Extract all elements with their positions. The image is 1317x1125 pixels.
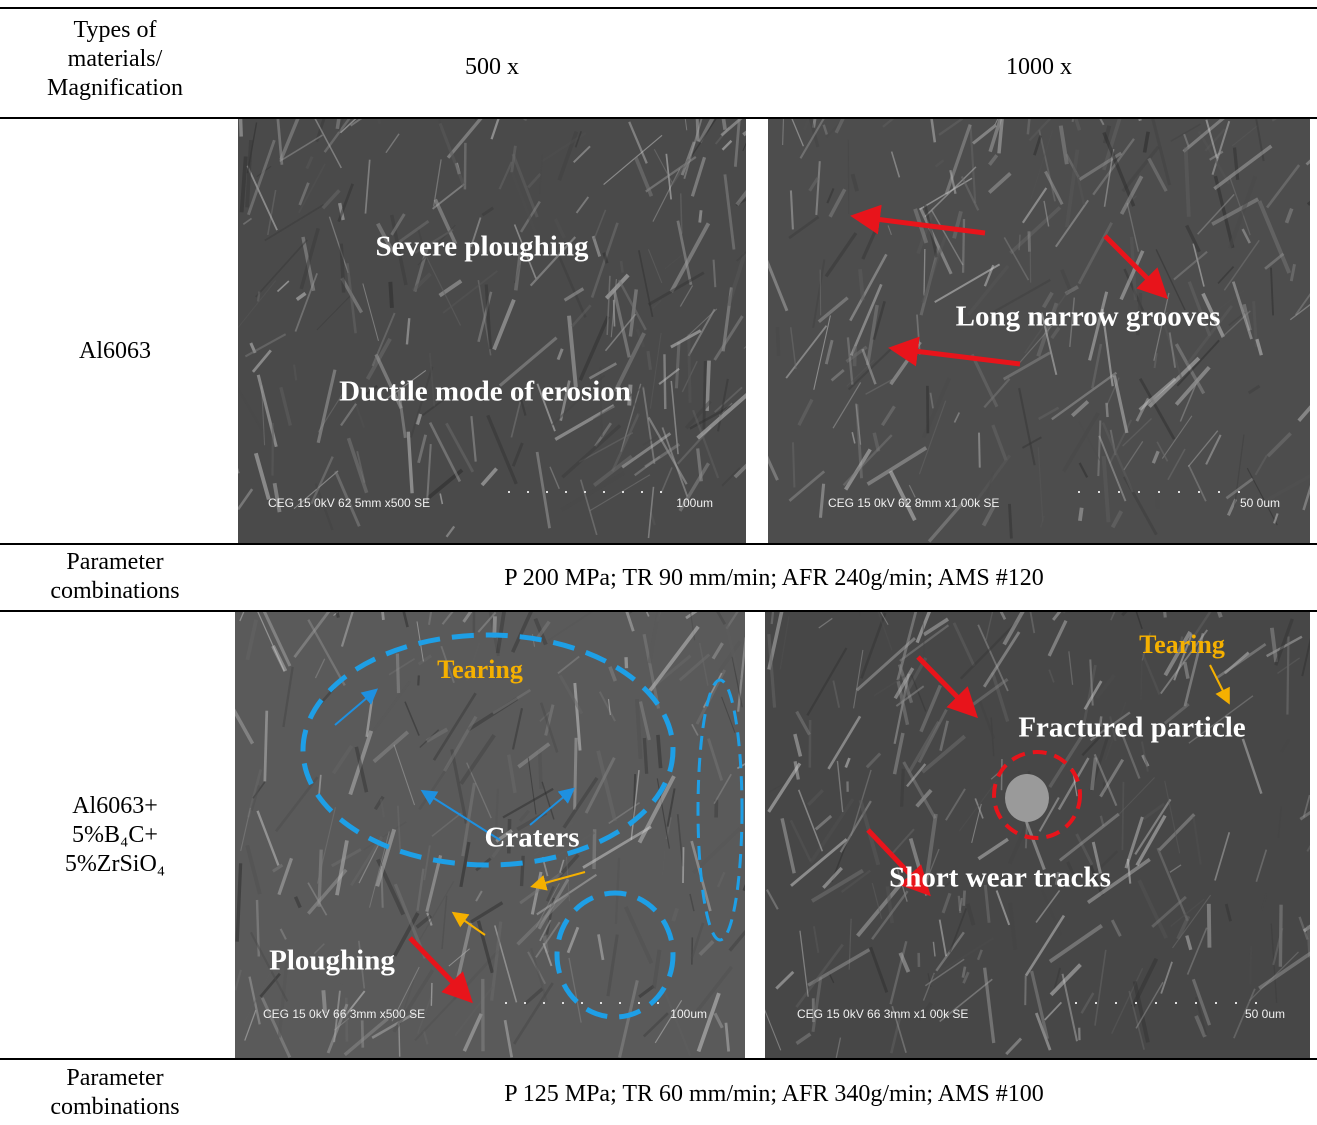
texture <box>540 750 541 789</box>
parameter-label: Parameter <box>0 1064 230 1093</box>
parameter-text: P 200 MPa; TR 90 mm/min; AFR 240g/min; A… <box>238 564 1310 593</box>
header-text: 500 x <box>238 53 746 82</box>
texture <box>664 354 665 409</box>
header-text: 1000 x <box>768 53 1310 82</box>
texture <box>1019 235 1020 251</box>
image-caption: CEG 15 0kV 66 3mm x1 00k SE <box>797 1007 968 1021</box>
scale-label: 50 0um <box>1245 1007 1285 1021</box>
table-page: Types of materials/ Magnification 500 x … <box>0 0 1317 1125</box>
texture <box>1122 782 1123 850</box>
header-text: Magnification <box>0 74 230 103</box>
texture <box>382 612 383 620</box>
texture <box>341 244 343 293</box>
texture <box>431 983 432 1006</box>
annotation: Craters <box>484 822 579 854</box>
texture <box>1250 946 1251 985</box>
annotation: Ploughing <box>269 945 395 977</box>
texture <box>575 738 576 810</box>
annotation: Severe ploughing <box>376 231 589 263</box>
texture <box>1030 233 1031 282</box>
material-text: 5%B₄C+ <box>0 821 230 850</box>
rule <box>0 543 1317 545</box>
texture <box>959 896 961 913</box>
texture <box>1209 904 1210 948</box>
texture <box>621 261 623 273</box>
image-caption: CEG 15 0kV 62 8mm x1 00k SE <box>828 496 999 510</box>
texture <box>594 829 595 869</box>
texture <box>793 442 794 487</box>
parameter-text: P 125 MPa; TR 60 mm/min; AFR 340g/min; A… <box>238 1080 1310 1109</box>
parameter-label-cell: Parameter combinations <box>0 1064 230 1122</box>
texture <box>258 292 259 302</box>
sem-image: Tearing Craters Ploughing CEG 15 0kV 66 … <box>235 612 745 1058</box>
parameter-label-cell: Parameter combinations <box>0 548 230 606</box>
material-text: Al6063+ <box>0 792 230 821</box>
material-cell: Al6063+ 5%B₄C+ 5%ZrSiO₄ <box>0 792 230 879</box>
texture <box>777 327 778 356</box>
texture <box>924 249 925 295</box>
parameter-label: combinations <box>0 1093 230 1122</box>
scale-label: 100um <box>670 1007 707 1021</box>
texture <box>1009 504 1011 539</box>
annotation: Short wear tracks <box>889 862 1111 894</box>
annotation: Fractured particle <box>1018 712 1245 744</box>
sem-image: Long narrow grooves CEG 15 0kV 62 8mm x1… <box>768 119 1310 543</box>
texture <box>689 334 690 403</box>
rule <box>0 1058 1317 1060</box>
annotation: Tearing <box>1139 630 1225 659</box>
texture <box>1287 637 1288 715</box>
material-text: Al6063 <box>0 337 230 366</box>
texture <box>362 1020 363 1047</box>
texture <box>522 856 524 886</box>
scale-label: 100um <box>676 496 713 510</box>
image-caption: CEG 15 0kV 62 5mm x500 SE <box>268 496 430 510</box>
parameter-label: combinations <box>0 577 230 606</box>
texture <box>397 654 398 693</box>
annotation: Ductile mode of erosion <box>339 376 631 408</box>
texture <box>1107 403 1108 417</box>
texture <box>1080 508 1082 521</box>
header-cell: Types of materials/ Magnification <box>0 16 230 103</box>
texture <box>390 282 392 308</box>
parameter-label: Parameter <box>0 548 230 577</box>
texture <box>855 346 856 366</box>
sem-image: Severe ploughing Ductile mode of erosion… <box>238 119 746 543</box>
texture <box>902 769 904 807</box>
material-text: 5%ZrSiO₄ <box>0 850 230 879</box>
header-text: materials/ <box>0 45 230 74</box>
rule <box>0 7 1317 9</box>
material-cell: Al6063 <box>0 337 230 366</box>
texture <box>265 711 267 782</box>
texture <box>700 210 701 222</box>
header-text: Types of <box>0 16 230 45</box>
texture <box>820 270 821 316</box>
texture <box>979 433 980 468</box>
texture <box>1157 493 1158 508</box>
texture <box>319 850 321 907</box>
texture <box>644 738 646 774</box>
texture <box>399 1024 400 1057</box>
texture <box>683 847 684 883</box>
annotation: Long narrow grooves <box>956 301 1221 333</box>
image-caption: CEG 15 0kV 66 3mm x500 SE <box>263 1007 425 1021</box>
texture <box>1029 231 1030 251</box>
texture <box>418 675 419 685</box>
scale-label: 50 0um <box>1240 496 1280 510</box>
annotation: Tearing <box>437 655 523 684</box>
texture <box>1141 661 1142 699</box>
sem-image: Tearing Fractured particle Short wear tr… <box>765 612 1310 1058</box>
